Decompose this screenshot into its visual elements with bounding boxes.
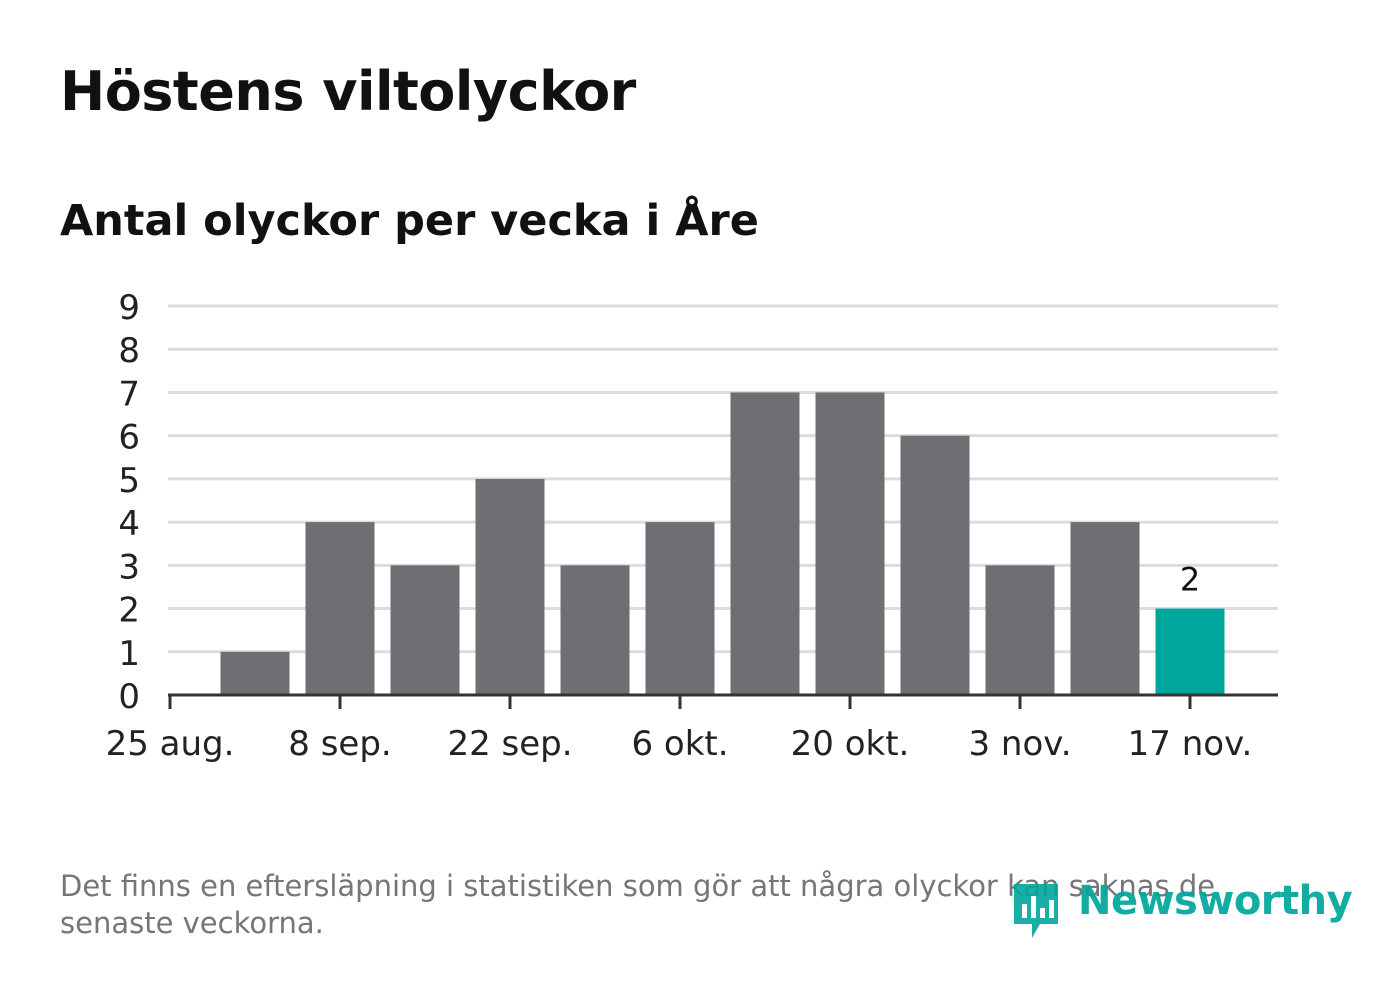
bar bbox=[475, 478, 545, 695]
y-tick-label: 0 bbox=[118, 677, 140, 717]
bar-highlighted bbox=[1155, 608, 1225, 695]
bar bbox=[390, 565, 460, 695]
bar bbox=[900, 435, 970, 695]
x-tick-label: 6 okt. bbox=[631, 724, 728, 764]
bar bbox=[305, 522, 375, 695]
newsworthy-logo-icon bbox=[1014, 884, 1058, 938]
chart-title: Höstens viltolyckor bbox=[60, 60, 636, 123]
y-tick-label: 6 bbox=[118, 418, 140, 458]
x-tick-label: 22 sep. bbox=[447, 724, 572, 764]
x-axis: 25 aug. 8 sep. 22 sep. 6 okt. 20 okt. 3 nov. 1… bbox=[106, 693, 1278, 764]
bar bbox=[560, 565, 630, 695]
y-tick-label: 5 bbox=[118, 461, 140, 501]
y-tick-label: 7 bbox=[118, 374, 140, 414]
y-tick-label: 1 bbox=[118, 634, 140, 674]
y-tick-label: 4 bbox=[118, 504, 140, 544]
y-tick-label: 3 bbox=[118, 547, 140, 587]
x-tick-label: 20 okt. bbox=[791, 724, 910, 764]
bar bbox=[645, 522, 715, 695]
data-label: 2 bbox=[1180, 561, 1200, 599]
newsworthy-logo: Newsworthy bbox=[1010, 876, 1353, 946]
x-tick-label: 25 aug. bbox=[106, 724, 235, 764]
chart-subtitle: Antal olyckor per vecka i Åre bbox=[60, 196, 759, 246]
bar bbox=[730, 392, 800, 695]
bar bbox=[220, 651, 290, 695]
bars bbox=[220, 392, 1225, 695]
y-tick-label: 2 bbox=[118, 591, 140, 631]
bar bbox=[1070, 522, 1140, 695]
bar bbox=[985, 565, 1055, 695]
x-tick-label: 8 sep. bbox=[288, 724, 391, 764]
data-labels: 2 bbox=[1180, 561, 1200, 599]
y-tick-label: 8 bbox=[118, 331, 140, 371]
y-tick-label: 9 bbox=[118, 288, 140, 328]
newsworthy-logo-text: Newsworthy bbox=[1078, 878, 1353, 924]
bar bbox=[815, 392, 885, 695]
x-tick-label: 17 nov. bbox=[1128, 724, 1253, 764]
x-tick-label: 3 nov. bbox=[968, 724, 1071, 764]
